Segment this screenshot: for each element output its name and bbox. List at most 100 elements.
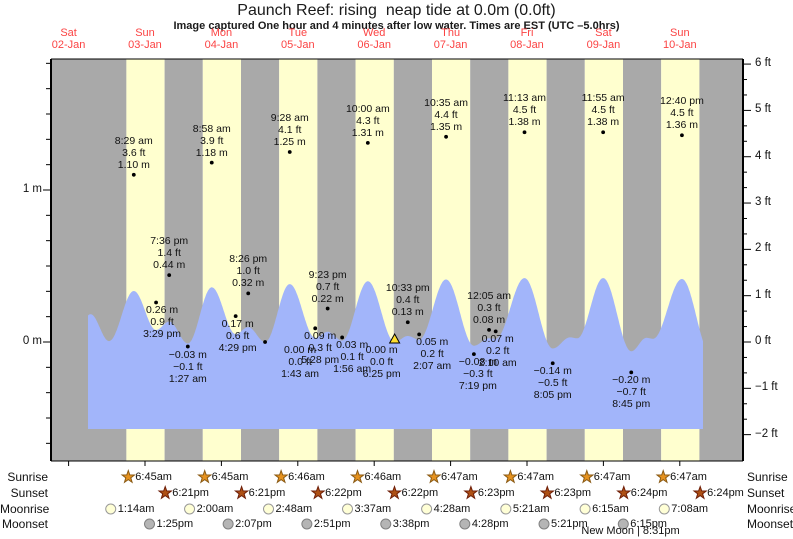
sunset-star-icon: [616, 484, 632, 500]
tide-label-line: 10:00 am: [345, 102, 390, 115]
moonrise-circle-icon: [342, 503, 354, 515]
high-tide-label: 9:28 am 4.1 ft 1.25 m: [271, 112, 309, 148]
tide-event-dot: [246, 291, 251, 296]
tide-event-dot: [154, 300, 158, 305]
night-band: [699, 59, 743, 461]
almanac-time: 6:24pm: [707, 487, 744, 499]
right-axis-label: 2 ft: [755, 242, 771, 255]
day-name: Tue: [288, 27, 308, 39]
left-axis-label: 1 m: [22, 183, 42, 195]
day-name: Thu: [441, 27, 461, 39]
day-date: 08-Jan: [510, 39, 544, 51]
moonset-circle-icon: [222, 518, 234, 530]
tide-label-line: 11:55 am: [581, 92, 625, 105]
tide-event-dot: [313, 326, 318, 331]
almanac-time: 2:00am: [196, 503, 234, 515]
tide-label-line: −0.3 ft: [463, 368, 493, 381]
low-tide-label: 0.05 m 0.2 ft 2:07 am: [413, 336, 451, 372]
tide-label-line: 0.00 m: [284, 344, 317, 356]
tide-event-dot: [233, 314, 238, 319]
day-date: 05-Jan: [280, 39, 315, 51]
almanac-time: 2:48am: [275, 503, 313, 515]
tide-label-line: 4.5 ft: [512, 104, 537, 117]
moonrise-circle-icon: [421, 503, 433, 515]
tide-label-line: 0.17 m: [221, 318, 254, 331]
chart-subtitle: Image captured One hour and 4 minutes af…: [173, 20, 620, 32]
almanac-time: 6:15pm: [630, 518, 667, 530]
right-axis-label: 4 ft: [755, 149, 771, 162]
tide-label-line: 8:05 pm: [533, 389, 572, 402]
almanac-row-label-right: Sunset: [747, 486, 785, 500]
chart-title: Paunch Reef: rising neap tide at 0.0m (0…: [237, 2, 556, 19]
day-name: Mon: [210, 27, 233, 39]
tide-label-line: 5:28 pm: [301, 354, 340, 367]
tide-label-line: 0.03 m: [336, 339, 369, 352]
current-time-marker: [388, 332, 401, 344]
tide-label-line: 3.9 ft: [200, 134, 224, 147]
tide-label-line: 1.10 m: [117, 158, 150, 171]
day-date: 09-Jan: [586, 39, 621, 51]
low-tide-label: 0.07 m 0.2 ft 2:10 am: [479, 333, 517, 369]
tide-label-line: 0.4 ft: [396, 294, 420, 307]
day-name: Fri: [520, 27, 534, 39]
tide-label-line: 0.2 ft: [420, 348, 444, 361]
tide-event-dot: [680, 133, 684, 138]
right-axis-label: −2 ft: [755, 427, 778, 440]
low-tide-label: 0.26 m 0.9 ft 3:29 pm: [143, 304, 181, 340]
almanac-time: 6:47am: [440, 471, 478, 483]
tide-event-dot: [325, 306, 330, 311]
tide-curve-area: [88, 278, 703, 429]
day-date: 03-Jan: [128, 39, 162, 51]
almanac-row-label-right: Sunrise: [747, 470, 788, 484]
tide-label-line: 1.38 m: [587, 116, 620, 129]
almanac-time: 6:23pm: [477, 487, 515, 499]
tide-label-line: −0.14 m: [533, 365, 572, 378]
almanac-time: 2:07pm: [235, 518, 272, 530]
tide-label-line: 1:56 am: [333, 363, 372, 376]
tide-label-line: 10:33 pm: [385, 282, 430, 295]
almanac-time: 3:38pm: [392, 518, 430, 530]
moonset-circle-icon: [459, 518, 471, 530]
almanac-time: 6:47am: [593, 471, 631, 483]
tide-label-line: 11:13 am: [503, 92, 546, 105]
almanac-time: 6:47am: [670, 471, 707, 483]
low-tide-label: −0.14 m −0.5 ft 8:05 pm: [534, 365, 572, 401]
tide-label-line: 9:23 pm: [308, 268, 347, 281]
left-axis-label: 0 m: [22, 335, 42, 347]
low-tide-label: −0.20 m −0.7 ft 8:45 pm: [612, 374, 650, 410]
tide-label-line: 4.4 ft: [434, 108, 458, 121]
tide-event-dot: [365, 140, 370, 145]
tide-label-line: 4:29 pm: [218, 342, 257, 355]
almanac-time: 4:28pm: [471, 518, 509, 530]
tide-label-line: 3:29 pm: [143, 328, 182, 341]
tide-label-line: 2:07 am: [413, 360, 452, 373]
almanac-time: 6:22pm: [401, 487, 439, 499]
tide-label-line: 0.09 m: [304, 330, 337, 343]
tide-label-line: 7:19 pm: [458, 380, 497, 393]
tide-label-line: 4.3 ft: [356, 114, 380, 127]
tide-event-dot: [471, 352, 476, 357]
tide-label-line: 0.3 ft: [308, 342, 332, 355]
right-axis-label: 6 ft: [755, 57, 771, 70]
almanac-time: 6:45am: [211, 471, 249, 483]
sunrise-star-icon: [197, 468, 213, 484]
sunrise-star-icon: [502, 468, 519, 484]
high-tide-label: 7:36 pm 1.4 ft 0.44 m: [150, 235, 188, 271]
high-tide-label: 10:00 am 4.3 ft 1.31 m: [346, 103, 390, 139]
almanac-time: 6:24pm: [630, 487, 668, 499]
tide-label-line: 0.07 m: [481, 333, 514, 346]
tide-event-dot: [167, 273, 172, 278]
high-tide-label: 11:13 am 4.5 ft 1.38 m: [503, 92, 546, 128]
tide-label-line: 0.22 m: [311, 292, 344, 305]
almanac-time: 6:23pm: [554, 487, 592, 499]
low-tide-label: 0.00 m 0.0 ft 1:43 am: [281, 344, 319, 380]
day-name: Sat: [60, 27, 77, 39]
almanac-time: 6:46am: [364, 471, 402, 483]
tide-label-line: 1.35 m: [430, 120, 463, 133]
tide-event-dot: [185, 344, 190, 349]
high-tide-label: 8:29 am 3.6 ft 1.10 m: [115, 135, 153, 171]
sunrise-star-icon: [579, 468, 595, 484]
tide-label-line: −0.5 ft: [537, 377, 568, 390]
almanac-row-label-left: Sunrise: [7, 470, 48, 484]
